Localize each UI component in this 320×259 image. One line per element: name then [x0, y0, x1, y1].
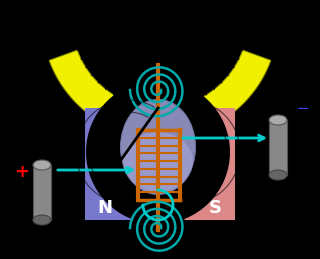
Text: N: N	[98, 199, 113, 217]
Polygon shape	[85, 108, 145, 220]
Circle shape	[86, 80, 230, 224]
Polygon shape	[49, 50, 271, 138]
Bar	[269, 120, 287, 175]
Ellipse shape	[33, 215, 51, 225]
Polygon shape	[85, 108, 135, 220]
Text: S: S	[209, 199, 221, 217]
Ellipse shape	[269, 170, 287, 180]
Polygon shape	[138, 11, 165, 102]
Ellipse shape	[33, 160, 51, 170]
Text: $\vec{F}$: $\vec{F}$	[243, 156, 253, 174]
Polygon shape	[175, 108, 235, 220]
Ellipse shape	[269, 115, 287, 125]
Ellipse shape	[123, 132, 193, 192]
Bar	[33, 165, 51, 220]
Ellipse shape	[121, 99, 196, 195]
Text: −: −	[297, 100, 309, 116]
Text: +: +	[14, 163, 29, 181]
